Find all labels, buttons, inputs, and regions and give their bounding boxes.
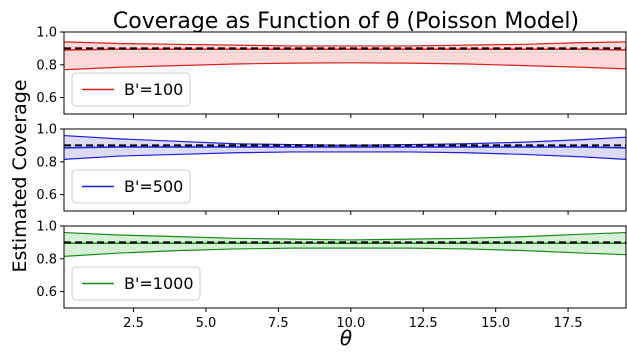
y-tick-label: 0.8	[36, 58, 57, 73]
legend-label: B'=500	[124, 177, 183, 196]
y-tick-label: 1.0	[36, 220, 57, 235]
y-tick-label: 0.6	[36, 188, 57, 203]
confidence-band	[64, 232, 626, 257]
x-tick-label: 12.5	[409, 316, 438, 331]
coverage-line	[64, 146, 626, 149]
panel-2: 0.6 0.8 1.0 B'=500	[36, 123, 627, 215]
x-tick-label: 15.0	[481, 316, 510, 331]
chart-title: Coverage as Function of θ (Poisson Model…	[113, 9, 579, 34]
legend-label: B'=1000	[124, 274, 194, 293]
x-tick-label: 2.5	[123, 316, 144, 331]
panel-frame	[63, 225, 627, 309]
y-tick-label: 0.6	[36, 91, 57, 106]
x-tick-label: 7.5	[268, 316, 289, 331]
legend-label: B'=100	[124, 80, 183, 99]
y-axis-label: Estimated Coverage	[9, 79, 31, 272]
legend: B'=100	[71, 72, 191, 107]
y-tick-label: 1.0	[36, 26, 57, 41]
legend-box	[71, 72, 191, 107]
plot-area	[64, 231, 626, 257]
legend: B'=1000	[71, 266, 201, 301]
legend: B'=500	[71, 169, 191, 204]
panel-frame	[63, 31, 627, 115]
x-tick-label: 5.0	[196, 316, 217, 331]
x-axis-label: θ	[340, 326, 352, 348]
y-tick-label: 0.8	[36, 155, 57, 170]
panels-group: 0.6 0.8 1.0 B'=100 0.6 0.8 1.0 B'=500 0.6 0.8 1.0 B…	[36, 26, 627, 331]
y-tick-label: 0.6	[36, 285, 57, 300]
y-tick-label: 1.0	[36, 123, 57, 138]
legend-box	[71, 266, 201, 301]
legend-box	[71, 169, 191, 204]
lower-bound-line	[64, 151, 626, 160]
y-tick-label: 0.8	[36, 252, 57, 267]
upper-bound-line	[64, 41, 626, 47]
lower-bound-line	[64, 247, 626, 257]
panel-frame	[63, 128, 627, 212]
plot-area	[64, 134, 626, 160]
x-tick-label: 10.0	[336, 316, 365, 331]
upper-bound-line	[64, 231, 626, 241]
panel-1: 0.6 0.8 1.0 B'=100	[36, 26, 627, 118]
lower-bound-line	[64, 62, 626, 71]
plot-area	[64, 41, 626, 71]
panel-3: 0.6 0.8 1.0 B'=1000	[36, 220, 627, 312]
x-tick-label: 17.5	[554, 316, 583, 331]
